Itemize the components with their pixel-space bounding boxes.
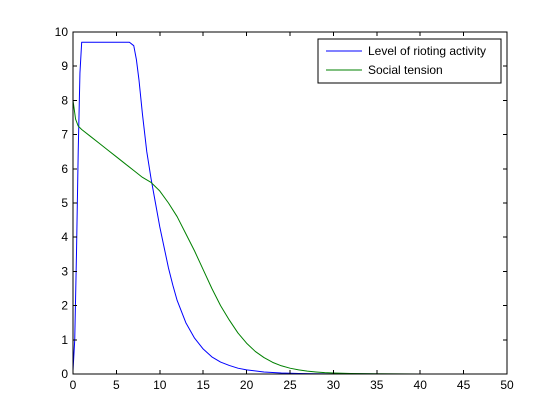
x-tick-label: 15 [197,378,211,392]
y-tick-label: 0 [61,367,68,381]
y-tick-label: 3 [61,264,68,278]
y-tick-label: 4 [61,230,68,244]
y-tick-label: 5 [61,196,68,210]
x-tick-label: 20 [240,378,254,392]
y-tick-label: 10 [55,25,69,39]
series-line-rioting-activity [73,41,507,375]
legend-label: Level of rioting activity [368,44,486,58]
y-tick-label: 7 [61,128,68,142]
x-tick-label: 25 [283,378,297,392]
x-tick-label: 50 [500,378,514,392]
legend-label: Social tension [368,63,443,77]
x-tick-label: 30 [327,378,341,392]
x-tick-label: 45 [457,378,471,392]
series-layer [73,41,507,375]
series-line-social-tension [73,100,507,375]
plot-background [73,32,507,374]
y-tick-label: 2 [61,299,68,313]
plot-area [73,32,507,374]
x-tick-label: 35 [370,378,384,392]
y-tick-label: 6 [61,162,68,176]
y-tick-label: 8 [61,93,68,107]
legend: Level of rioting activity Social tension [317,38,502,84]
x-tick-label: 40 [414,378,428,392]
x-tick-label: 0 [70,378,77,392]
x-tick-label: 10 [153,378,167,392]
x-tick-label: 5 [113,378,120,392]
legend-box [317,38,502,84]
y-tick-label: 1 [61,333,68,347]
y-tick-label: 9 [61,59,68,73]
